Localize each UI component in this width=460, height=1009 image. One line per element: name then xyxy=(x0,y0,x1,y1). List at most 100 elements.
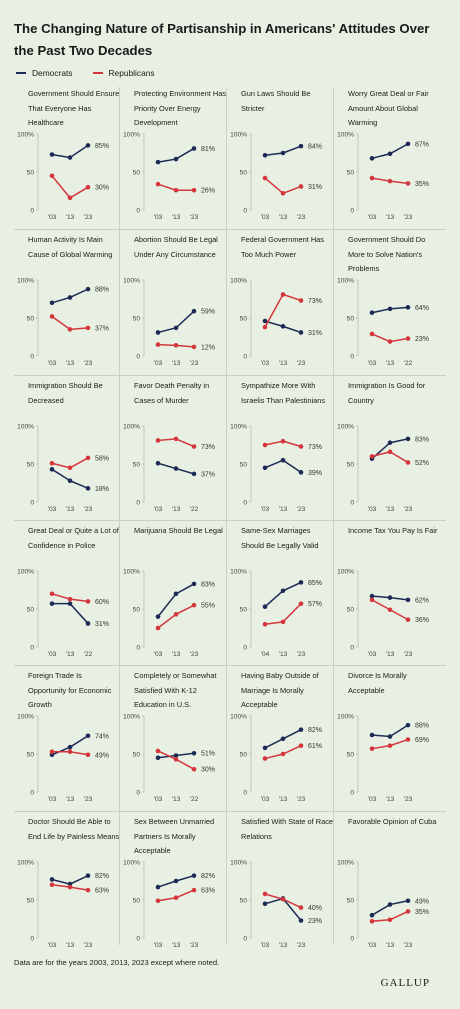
y-tick-label: 0 xyxy=(243,790,247,797)
republicans-point xyxy=(155,438,161,443)
republicans-point xyxy=(191,444,197,449)
democrats-point xyxy=(369,732,375,738)
republicans-point xyxy=(85,455,91,461)
democrats-point xyxy=(369,593,375,599)
chart-panel: Human Activity Is Main Cause of Global W… xyxy=(14,233,121,374)
democrats-point xyxy=(191,873,197,878)
y-tick-label: 100% xyxy=(230,132,247,139)
line-chart: 0 50 100% '03 '13 '22 37% 73% xyxy=(123,424,215,514)
legend-republicans-label: Republicans xyxy=(108,68,155,78)
y-tick-label: 0 xyxy=(30,500,34,507)
republicans-point xyxy=(262,621,268,627)
democrats-point xyxy=(405,436,411,442)
chart-panel: Foreign Trade Is Opportunity for Economi… xyxy=(14,669,121,810)
democrats-series-line xyxy=(52,602,89,624)
chart-title: Immigration Is Good for Country xyxy=(348,381,426,405)
x-tick-label: '23 xyxy=(84,360,93,367)
x-tick-label: '13 xyxy=(386,942,395,949)
y-tick-label: 100% xyxy=(123,278,140,285)
republicans-point xyxy=(155,625,161,631)
x-tick-label: '13 xyxy=(172,214,181,221)
x-tick-label: '13 xyxy=(279,360,288,367)
republicans-point xyxy=(67,465,73,471)
republicans-point xyxy=(298,298,304,303)
chart-panel: Marijuana Should Be Legal 0 50 100% '03 '13 '2… xyxy=(120,524,227,665)
y-tick-label: 0 xyxy=(136,208,140,215)
republicans-point xyxy=(173,187,179,193)
republicans-value-label: 55% xyxy=(201,603,215,610)
chart-title: Having Baby Outside of Marriage Is Moral… xyxy=(241,671,319,709)
republicans-point xyxy=(280,190,286,196)
y-tick-label: 50 xyxy=(347,170,355,177)
y-tick-label: 50 xyxy=(347,316,355,323)
x-tick-label: '13 xyxy=(66,651,75,658)
chart-panel: Satisfied With State of Race Relations 0 5… xyxy=(227,815,334,956)
democrats-point xyxy=(405,141,411,147)
republicans-value-label: 31% xyxy=(308,184,322,191)
republicans-value-label: 57% xyxy=(308,601,322,608)
chart-title: Income Tax You Pay Is Fair xyxy=(348,526,438,535)
democrats-point xyxy=(49,877,55,882)
democrats-point xyxy=(262,465,268,471)
chart-panel: Gun Laws Should Be Stricter 0 50 100% '03 '13… xyxy=(227,87,334,228)
republicans-point xyxy=(191,766,197,772)
x-tick-label: '03 xyxy=(48,214,57,221)
democrats-point xyxy=(49,152,55,157)
democrats-point xyxy=(85,143,91,148)
chart-title: Government Should Do More to Solve Natio… xyxy=(348,235,426,273)
democrats-point xyxy=(262,604,268,610)
legend-republicans: Republicans xyxy=(92,68,155,78)
chart-title: Favorable Opinion of Cuba xyxy=(348,817,437,826)
line-chart: 0 50 100% '03 '13 '23 88% 69% xyxy=(337,714,429,804)
y-tick-label: 50 xyxy=(27,462,35,469)
x-tick-label: '23 xyxy=(190,214,199,221)
chart-title: Human Activity Is Main Cause of Global W… xyxy=(28,235,113,259)
x-tick-label: '23 xyxy=(297,942,306,949)
y-tick-label: 0 xyxy=(350,645,354,652)
x-tick-label: '03 xyxy=(154,796,163,803)
democrats-point xyxy=(67,478,73,484)
republicans-point xyxy=(67,327,73,332)
republicans-point xyxy=(405,336,411,341)
democrats-value-label: 18% xyxy=(95,486,109,493)
democrats-point xyxy=(405,305,411,310)
democrats-point xyxy=(387,902,393,907)
republicans-value-label: 35% xyxy=(415,181,429,188)
republicans-point xyxy=(191,887,197,893)
republicans-point xyxy=(369,918,375,924)
democrats-point xyxy=(49,300,55,306)
democrats-point xyxy=(298,143,304,149)
chart-title: Government Should Ensure That Everyone H… xyxy=(28,89,120,127)
line-chart: 0 50 100% '03 '13 '23 59% 12% xyxy=(123,278,215,368)
line-chart: 0 50 100% '03 '13 '22 64% 23% xyxy=(337,278,429,368)
democrats-series-line xyxy=(264,897,302,921)
republicans-point xyxy=(173,757,179,762)
y-tick-label: 50 xyxy=(133,170,141,177)
chart-title: Great Deal or Quite a Lot of Confidence … xyxy=(28,526,119,550)
republicans-point xyxy=(155,748,161,754)
x-tick-label: '03 xyxy=(261,506,270,513)
democrats-point xyxy=(173,753,179,758)
x-tick-label: '03 xyxy=(368,942,377,949)
democrats-point xyxy=(67,155,73,160)
chart-title: Sympathize More With Israelis Than Pales… xyxy=(241,381,326,405)
republicans-point xyxy=(262,175,268,181)
y-tick-label: 100% xyxy=(123,569,140,576)
x-tick-label: '13 xyxy=(66,360,75,367)
republicans-point xyxy=(173,895,179,901)
row-divider xyxy=(14,811,446,812)
republicans-point xyxy=(387,743,393,748)
democrats-point xyxy=(191,581,197,587)
line-chart: 0 50 100% '03 '13 '23 82% 61% xyxy=(230,714,322,804)
republicans-point xyxy=(387,339,393,344)
y-tick-label: 0 xyxy=(243,500,247,507)
y-tick-label: 0 xyxy=(243,936,247,943)
chart-title: Worry Great Deal or Fair Amount About Gl… xyxy=(348,89,429,127)
republicans-point xyxy=(262,324,268,330)
democrats-value-label: 62% xyxy=(415,597,429,604)
x-tick-label: '03 xyxy=(368,796,377,803)
democrats-point xyxy=(387,151,393,157)
chart-title: Same-Sex Marriages Should Be Legally Val… xyxy=(241,526,319,550)
democrats-point xyxy=(298,918,304,923)
republicans-point xyxy=(262,756,268,761)
